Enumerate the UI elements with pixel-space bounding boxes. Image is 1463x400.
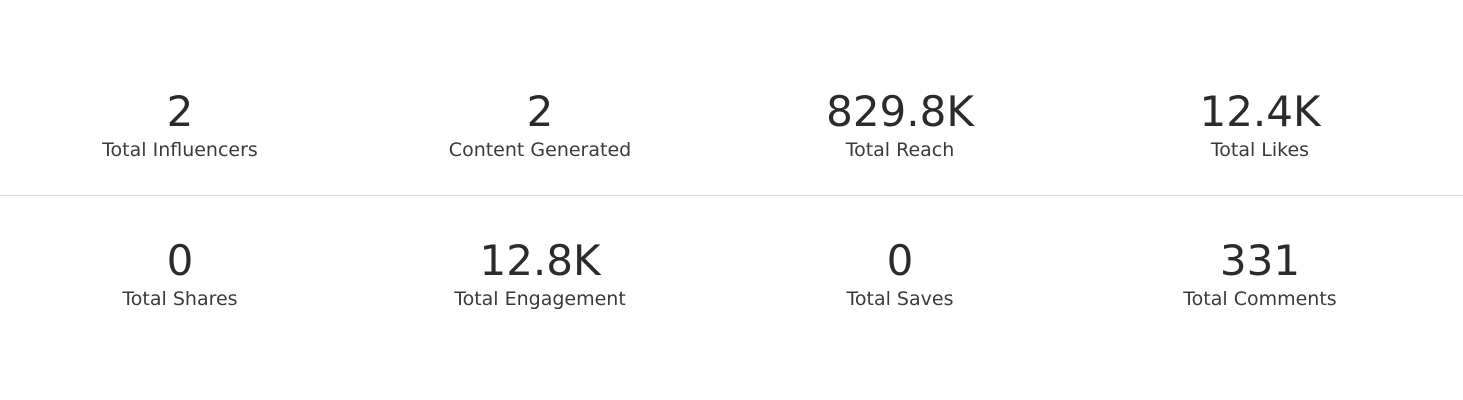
stat-label: Total Influencers: [102, 139, 258, 161]
stat-value: 0: [886, 236, 914, 285]
stat-card: 12.8K Total Engagement: [360, 237, 720, 337]
stat-card: 0 Total Saves: [720, 237, 1080, 337]
stat-label: Total Likes: [1210, 139, 1310, 161]
stat-value: 829.8K: [826, 87, 974, 136]
stat-value: 2: [166, 87, 194, 136]
stat-label: Content Generated: [448, 139, 632, 161]
stat-label: Total Comments: [1183, 288, 1337, 310]
stats-row: 2 Total Influencers 2 Content Generated 829.…: [0, 88, 1440, 188]
stat-value: 331: [1219, 236, 1301, 285]
stats-row: 0 Total Shares 12.8K Total Engagement 0 Total…: [0, 237, 1440, 337]
stat-value: 2: [526, 87, 554, 136]
stat-label: Total Saves: [846, 288, 954, 310]
stat-card: 2 Total Influencers: [0, 88, 360, 188]
stat-label: Total Reach: [845, 139, 955, 161]
stat-label: Total Shares: [122, 288, 238, 310]
stat-card: 2 Content Generated: [360, 88, 720, 188]
stat-card: 0 Total Shares: [0, 237, 360, 337]
stat-card: 829.8K Total Reach: [720, 88, 1080, 188]
stat-card: 12.4K Total Likes: [1080, 88, 1440, 188]
row-divider: [0, 195, 1463, 196]
stat-label: Total Engagement: [454, 288, 626, 310]
stat-value: 12.8K: [479, 236, 601, 285]
stat-value: 0: [166, 236, 194, 285]
stat-value: 12.4K: [1199, 87, 1321, 136]
stat-card: 331 Total Comments: [1080, 237, 1440, 337]
